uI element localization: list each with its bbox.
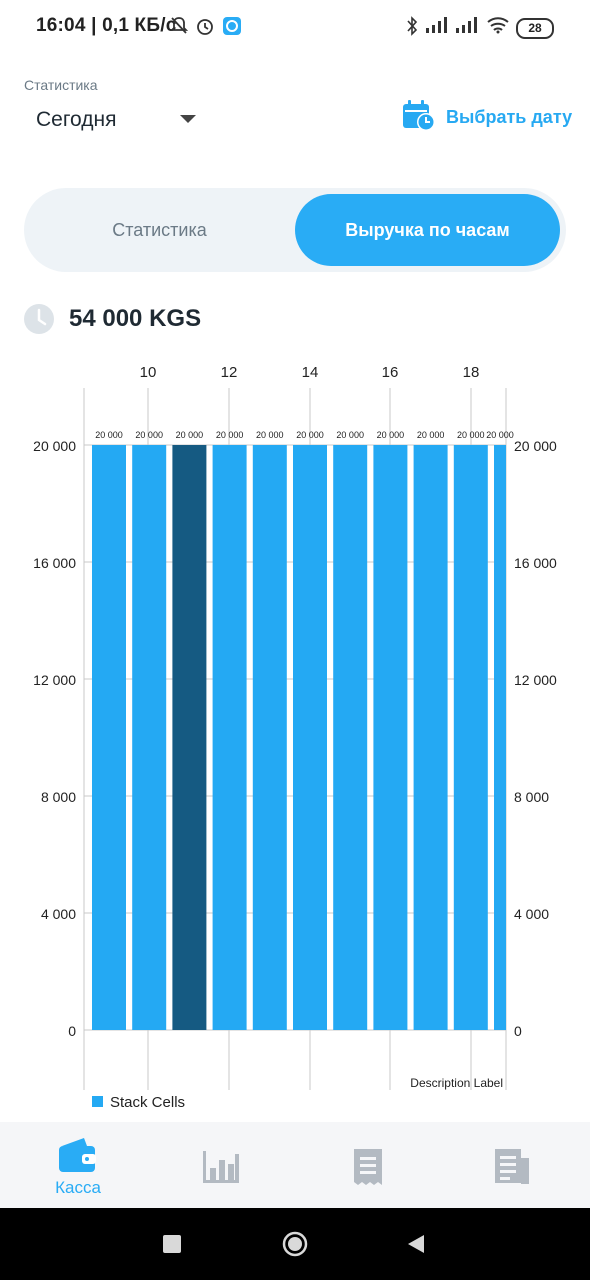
chart-bar[interactable] xyxy=(172,445,207,1030)
nav-receipts[interactable] xyxy=(303,1122,450,1208)
y-tick-label-right: 20 000 xyxy=(514,438,557,454)
legend-swatch xyxy=(92,1096,103,1107)
chart-svg: 0 0 4 000 4 000 8 000 8 000 12 000 12 000 16 000… xyxy=(33,364,557,1111)
chart-bar[interactable] xyxy=(212,445,247,1030)
nav-kassa-label: Касса xyxy=(55,1178,101,1197)
battery-indicator: 28 xyxy=(516,18,554,39)
tab-switcher: Статистика Выручка по часам xyxy=(24,188,566,272)
documents-icon xyxy=(493,1148,531,1191)
home-button[interactable] xyxy=(282,1231,308,1262)
bar-value-label: 20 000 xyxy=(336,430,364,440)
chart-bar[interactable] xyxy=(373,445,408,1030)
chart-bar[interactable] xyxy=(293,445,327,1030)
status-bar: 16:04 | 0,1 КБ/с 28 xyxy=(0,0,590,56)
tab-hourly-revenue[interactable]: Выручка по часам xyxy=(295,194,560,266)
bottom-navigation: Касса xyxy=(0,1122,590,1208)
status-time: 16:04 | 0,1 КБ/с xyxy=(36,15,177,36)
mute-icon xyxy=(169,16,189,41)
nav-kassa[interactable]: Касса xyxy=(0,1122,156,1208)
y-tick-label-right: 8 000 xyxy=(514,789,549,805)
back-button[interactable] xyxy=(406,1234,426,1259)
signal-icon-1 xyxy=(425,16,449,39)
chart-bar[interactable] xyxy=(333,445,368,1030)
y-tick-label-right: 4 000 xyxy=(514,906,549,922)
chart-bar[interactable] xyxy=(413,445,448,1030)
x-tick-label: 10 xyxy=(140,364,157,381)
chart-bar[interactable] xyxy=(92,445,126,1030)
y-tick-label-left: 4 000 xyxy=(41,906,76,922)
period-dropdown[interactable]: Сегодня xyxy=(22,100,212,140)
clock-icon xyxy=(24,304,54,334)
legend-label: Stack Cells xyxy=(110,1094,185,1111)
x-tick-label: 14 xyxy=(302,364,319,381)
period-value: Сегодня xyxy=(36,108,117,131)
alarm-icon xyxy=(195,16,215,41)
y-tick-label-left: 12 000 xyxy=(33,672,76,688)
chart-bar[interactable] xyxy=(453,445,488,1030)
recent-apps-button[interactable] xyxy=(163,1235,181,1258)
x-tick-label: 18 xyxy=(463,364,480,381)
chart-description: Description Label xyxy=(410,1076,503,1090)
bar-chart-icon xyxy=(202,1150,240,1189)
nav-documents[interactable] xyxy=(443,1122,590,1208)
system-navigation-bar xyxy=(0,1208,590,1280)
choose-date-label: Выбрать дату xyxy=(446,107,573,127)
hourly-revenue-chart: 0 0 4 000 4 000 8 000 8 000 12 000 12 000 16 000… xyxy=(0,355,590,1120)
chart-bar[interactable] xyxy=(494,445,506,1030)
y-tick-label-left: 16 000 xyxy=(33,555,76,571)
bar-value-label: 20 000 xyxy=(256,430,284,440)
chart-bar[interactable] xyxy=(132,445,167,1030)
bluetooth-icon xyxy=(405,16,419,41)
bar-value-label: 20 000 xyxy=(135,430,163,440)
app-notification-icon xyxy=(222,16,242,41)
x-tick-label: 12 xyxy=(221,364,238,381)
y-tick-label-right: 12 000 xyxy=(514,672,557,688)
signal-icon-2 xyxy=(455,16,479,39)
bar-value-label: 20 000 xyxy=(486,430,514,440)
wifi-icon xyxy=(486,16,510,39)
chevron-down-icon xyxy=(180,115,196,123)
bar-value-label: 20 000 xyxy=(377,430,405,440)
receipt-icon xyxy=(353,1148,383,1191)
bar-value-label: 20 000 xyxy=(95,430,123,440)
wallet-icon xyxy=(58,1136,98,1179)
y-tick-label-left: 20 000 xyxy=(33,438,76,454)
section-label: Статистика xyxy=(24,77,98,93)
bar-value-label: 20 000 xyxy=(296,430,324,440)
nav-statistics[interactable] xyxy=(156,1122,303,1208)
x-tick-label: 16 xyxy=(382,364,399,381)
y-tick-label-right: 16 000 xyxy=(514,555,557,571)
calendar-clock-icon xyxy=(402,100,436,137)
total-revenue: 54 000 KGS xyxy=(69,305,202,332)
bar-value-label: 20 000 xyxy=(216,430,244,440)
choose-date-button[interactable]: Выбрать дату xyxy=(402,100,572,136)
bar-value-label: 20 000 xyxy=(176,430,204,440)
bar-value-label: 20 000 xyxy=(457,430,485,440)
y-tick-label-right: 0 xyxy=(514,1023,522,1039)
tab-statistics[interactable]: Статистика xyxy=(112,220,207,240)
y-tick-label-left: 8 000 xyxy=(41,789,76,805)
bar-value-label: 20 000 xyxy=(417,430,445,440)
chart-bar[interactable] xyxy=(252,445,287,1030)
y-tick-label-left: 0 xyxy=(68,1023,76,1039)
